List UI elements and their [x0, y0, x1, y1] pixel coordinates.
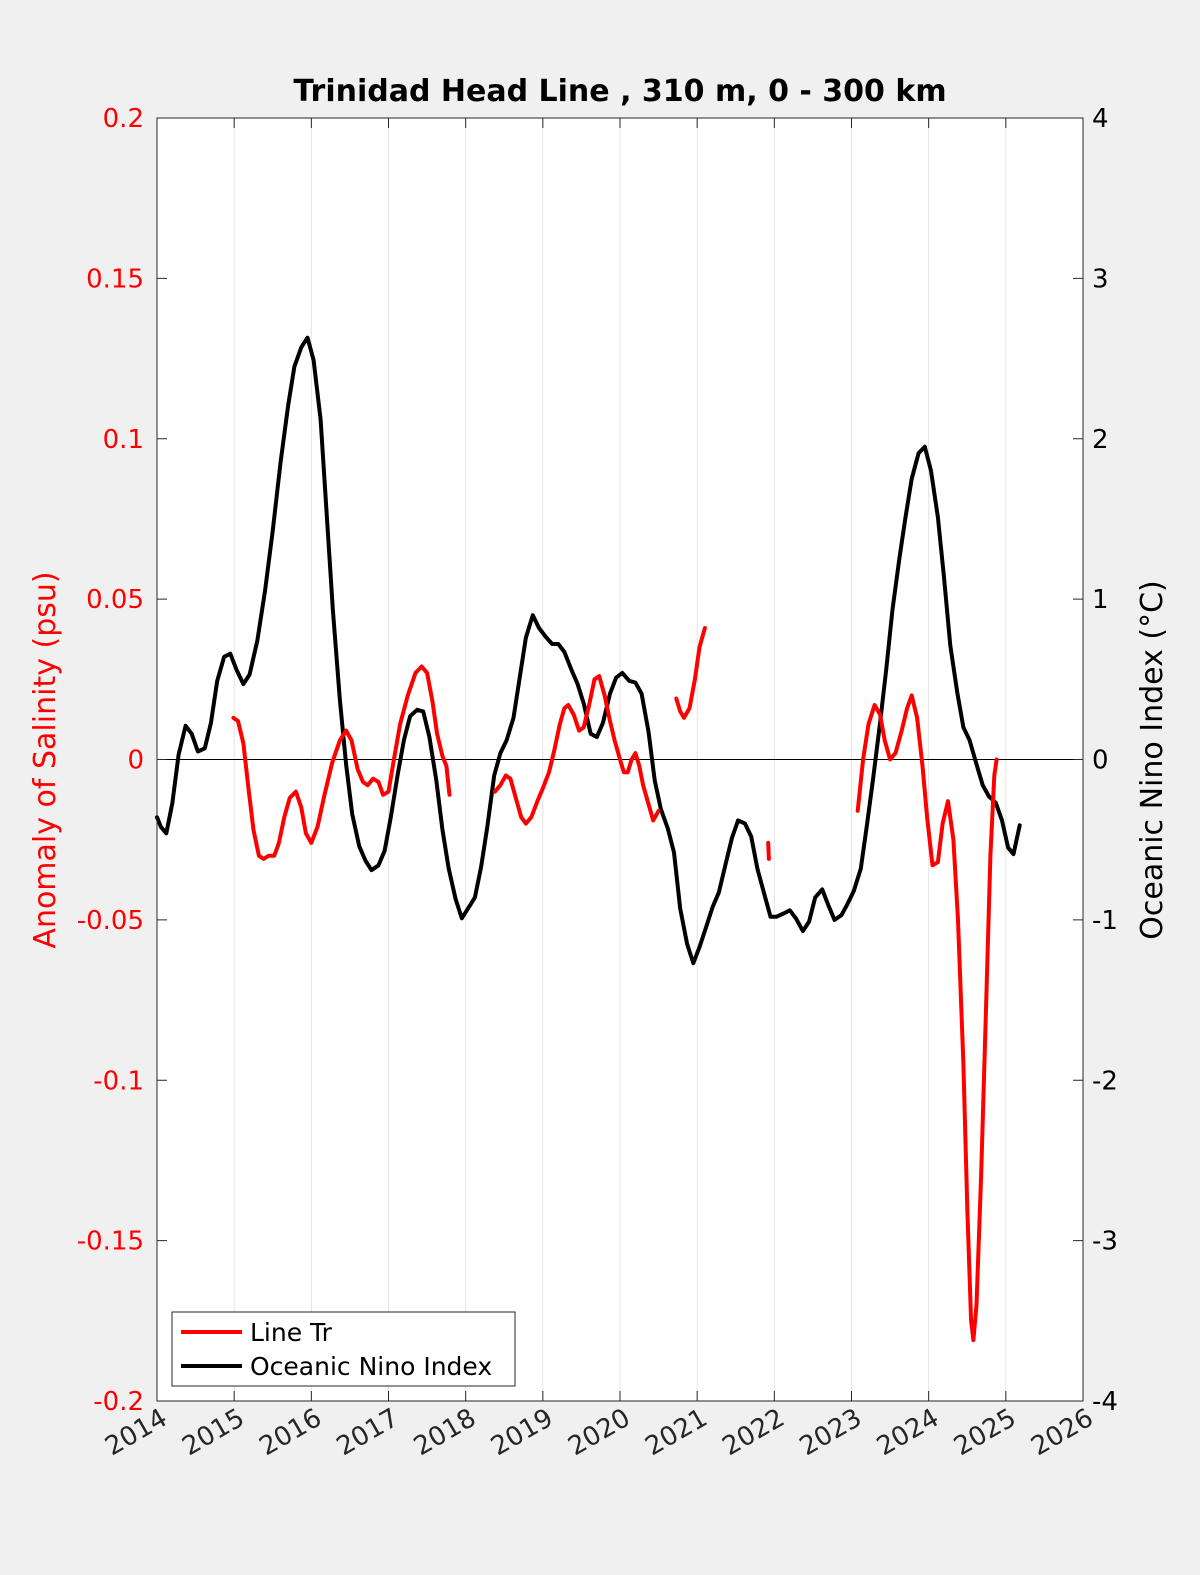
axis-tick-labels: 2014 2015 2016 2017 2018 2019 2020 2021 2022 2023… [77, 104, 1118, 1462]
legend-label-oni: Oceanic Nino Index [250, 1352, 492, 1381]
right-axis-label: Oceanic Nino Index (°C) [1135, 580, 1170, 940]
right-tick-label: 1 [1092, 585, 1109, 615]
legend-box [171, 1311, 516, 1387]
legend: Line Tr Oceanic Nino Index [171, 1311, 516, 1387]
left-tick-label: -0.2 [93, 1387, 144, 1417]
left-axis-label: Anomaly of Salinity (psu) [28, 571, 63, 948]
right-tick-label: -4 [1092, 1387, 1118, 1417]
right-tick-label: -3 [1092, 1227, 1118, 1257]
right-tick-label: 2 [1092, 425, 1109, 455]
left-tick-label: 0.15 [86, 264, 144, 294]
right-tick-label: -1 [1092, 906, 1118, 936]
series-layer [155, 335, 1022, 1343]
series-line-line-tr [231, 664, 452, 861]
right-tick-label: -2 [1092, 1066, 1118, 1096]
right-tick-label: 3 [1092, 264, 1109, 294]
right-tick-label: 0 [1092, 746, 1109, 776]
left-tick-label: 0 [127, 746, 144, 776]
left-tick-label: 0.1 [103, 425, 144, 455]
legend-label-line-tr: Line Tr [250, 1318, 333, 1347]
chart-title: Trinidad Head Line , 310 m, 0 - 300 km [293, 74, 946, 109]
left-tick-label: -0.1 [93, 1066, 144, 1096]
left-tick-label: 0.05 [86, 585, 144, 615]
series-line-oceanic-nino-index [155, 335, 1022, 966]
series-line-line-tr [493, 674, 661, 826]
series-line-line-tr [766, 840, 771, 861]
series-line-line-tr [855, 693, 999, 1343]
right-tick-label: 4 [1092, 104, 1109, 134]
series-line-line-tr [674, 626, 707, 720]
left-tick-label: 0.2 [103, 104, 144, 134]
left-tick-label: -0.05 [77, 906, 144, 936]
axis-ticks [156, 117, 1084, 1402]
left-tick-label: -0.15 [77, 1227, 144, 1257]
